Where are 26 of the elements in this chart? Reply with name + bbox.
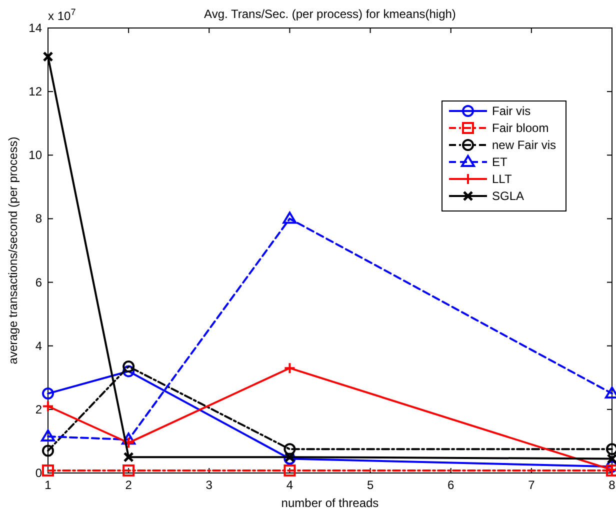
- chart-title: Avg. Trans/Sec. (per process) for kmeans(high): [204, 7, 456, 21]
- y-tick-label: 0: [35, 466, 42, 480]
- legend-label: SGLA: [492, 189, 524, 203]
- x-tick-label: 3: [206, 478, 213, 492]
- x-tick-label: 8: [608, 478, 616, 492]
- y-tick-label: 6: [35, 275, 42, 290]
- legend-label: ET: [492, 155, 508, 169]
- x-tick-label: 6: [448, 478, 455, 492]
- y-axis-title: average transactions/second (per process): [6, 136, 20, 364]
- y-tick-label: 4: [35, 338, 42, 353]
- x-tick-label: 1: [44, 478, 52, 492]
- x-tick-label: 7: [528, 478, 536, 492]
- y-tick-label: 14: [28, 21, 42, 35]
- y-tick-label: 10: [28, 148, 42, 162]
- legend-label: Fair bloom: [492, 121, 549, 135]
- legend-label: Fair vis: [492, 104, 531, 118]
- y-tick-label: 12: [28, 84, 42, 99]
- y-tick-label: 8: [35, 212, 42, 226]
- text: x 10$^{7}$: [48, 7, 76, 23]
- x-tick-label: 2: [125, 478, 132, 492]
- x-tick-label: 5: [366, 478, 374, 492]
- x-tick-label: 4: [286, 478, 294, 492]
- legend-label: LLT: [492, 172, 512, 186]
- legend-label: new Fair vis: [492, 138, 556, 152]
- y-tick-label: 2: [35, 402, 42, 416]
- x-axis-title: number of threads: [281, 496, 379, 510]
